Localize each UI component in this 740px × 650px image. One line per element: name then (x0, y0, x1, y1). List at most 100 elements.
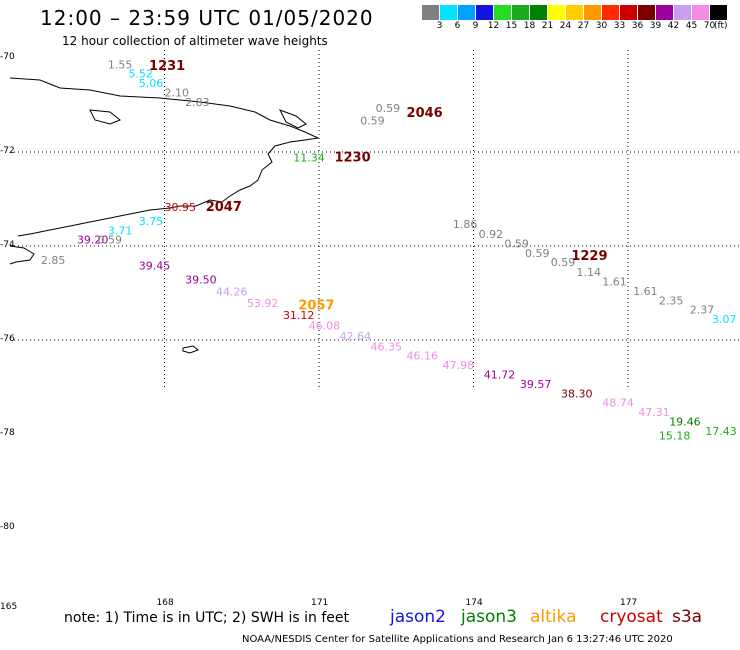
lon-label: 174 (465, 598, 483, 608)
wave-height-value: 1.55 (108, 58, 133, 71)
legend-tick-label: 70 (703, 21, 716, 31)
lat-label: -78 (0, 428, 15, 438)
legend-tick-label: 27 (577, 21, 590, 31)
wave-height-value: 39.57 (520, 378, 552, 391)
wave-height-value: 0.59 (504, 237, 529, 250)
wave-height-value: 46.16 (407, 350, 439, 363)
wave-height-value: 2.83 (185, 96, 210, 109)
wave-height-value: 30.95 (165, 201, 197, 214)
graticule (10, 50, 740, 387)
wave-height-value: 0.59 (376, 102, 401, 115)
wave-height-value: 3.71 (108, 224, 133, 237)
lon-label: 168 (156, 598, 174, 608)
legend-swatch (476, 5, 493, 20)
wave-height-value: 2.37 (690, 304, 715, 317)
wave-height-value: 0.59 (551, 256, 576, 269)
legend-swatch (692, 5, 709, 20)
legend-swatch (530, 5, 547, 20)
lon-label: 165 (0, 602, 18, 612)
page-title: 12:00 – 23:59 UTC 01/05/2020 (40, 6, 374, 30)
legend-swatch (584, 5, 601, 20)
lat-label: -80 (0, 522, 15, 532)
wave-height-value: 1.86 (453, 218, 478, 231)
wave-height-value: 38.30 (561, 387, 593, 400)
wave-height-value: 46.35 (371, 340, 403, 353)
lat-label: -74 (0, 240, 15, 250)
page-subtitle: 12 hour collection of altimeter wave hei… (62, 34, 328, 48)
wave-height-value: 1.61 (633, 285, 658, 298)
legend-tick-label: 24 (559, 21, 572, 31)
pass-time-label: 1231 (149, 59, 185, 74)
lat-label: -70 (0, 52, 15, 62)
legend-swatch (638, 5, 655, 20)
wave-height-value: 31.12 (283, 309, 315, 322)
legend-swatch (494, 5, 511, 20)
legend-tick-label: 6 (454, 21, 461, 31)
wave-height-value: 0.59 (360, 115, 385, 128)
legend-tick-label: 12 (487, 21, 500, 31)
wave-height-value: 11.34 (293, 151, 325, 164)
wave-height-value: 39.50 (185, 274, 217, 287)
legend-tick-label: 30 (595, 21, 608, 31)
legend-swatch (656, 5, 673, 20)
legend-tick-label: 21 (541, 21, 554, 31)
legend-swatch (566, 5, 583, 20)
wave-height-value: 2.85 (41, 254, 66, 267)
wave-height-value: 3.75 (139, 215, 164, 228)
legend-tick-label: 15 (505, 21, 518, 31)
pass-time-label: 2057 (298, 298, 334, 313)
wave-height-value: 19.46 (669, 416, 701, 429)
wave-height-value: 39.45 (139, 260, 171, 273)
legend-swatch (620, 5, 637, 20)
wave-height-value: 47.31 (638, 406, 670, 419)
wave-height-value: 5.06 (139, 77, 164, 90)
wave-height-value: 41.72 (484, 369, 516, 382)
wave-height-value: 46.08 (309, 320, 341, 333)
legend-swatch (512, 5, 529, 20)
satellite-jason3: jason3 (461, 607, 517, 627)
wave-height-value: 2.35 (659, 294, 684, 307)
wave-height-value: 5.52 (128, 68, 153, 81)
legend-swatch (674, 5, 691, 20)
coastline-main (9, 77, 320, 265)
wave-height-value: 1.61 (602, 275, 627, 288)
lon-label: 171 (311, 598, 329, 608)
wave-height-value: 44.26 (216, 285, 248, 298)
satellite-jason2: jason2 (390, 607, 446, 627)
map-canvas: 1.555.525.062.102.83 0.590.5911.341.860.9… (9, 50, 740, 443)
legend-tick-label: 42 (667, 21, 680, 31)
legend-tick-label: 9 (472, 21, 479, 31)
legend-swatch (458, 5, 475, 20)
pass-time-label: 1229 (571, 249, 607, 264)
legend-swatch (710, 5, 727, 20)
color-legend: 3 6 9 12 15 18 21 24 27 30 33 36 39 42 45 70 (ft) (422, 5, 728, 35)
footer-credit: NOAA/NESDIS Center for Satellite Applica… (242, 634, 673, 645)
lat-label: -76 (0, 334, 15, 344)
legend-tick-label: 39 (649, 21, 662, 31)
island-small (182, 345, 199, 354)
legend-tick-label: 3 (436, 21, 443, 31)
pass-time-label: 2046 (407, 106, 443, 121)
legend-swatch (548, 5, 565, 20)
legend-tick-label: 45 (685, 21, 698, 31)
satellite-cryosat: cryosat (600, 607, 663, 627)
wave-height-value: 47.98 (443, 359, 475, 372)
wave-height-value: 3.07 (712, 313, 737, 326)
pass-time-label: 1230 (334, 150, 370, 165)
legend-tick-label: 33 (613, 21, 626, 31)
wave-height-value: 15.18 (659, 430, 691, 443)
wave-height-value: 17.43 (705, 425, 737, 438)
wave-height-value: 48.74 (602, 397, 634, 410)
footer-note: note: 1) Time is in UTC; 2) SWH is in fe… (64, 610, 350, 626)
wave-height-value: 1.14 (577, 266, 602, 279)
wave-height-value: 42.64 (340, 330, 372, 343)
wave-height-points: 1.555.525.062.102.83 0.590.5911.341.860.9… (41, 58, 737, 442)
legend-unit: (ft) (714, 21, 728, 31)
satellite-s3a: s3a (672, 607, 703, 627)
map-area: 1.55 5.52 5.06 2.10 2.83 0.59 0.59 11.34 1.86 0.9… (0, 50, 740, 612)
legend-tick-label: 18 (523, 21, 536, 31)
wave-height-value: 0.92 (479, 228, 504, 241)
legend-tick-label: 36 (631, 21, 644, 31)
wave-height-value: 0.59 (525, 247, 550, 260)
legend-swatch (602, 5, 619, 20)
